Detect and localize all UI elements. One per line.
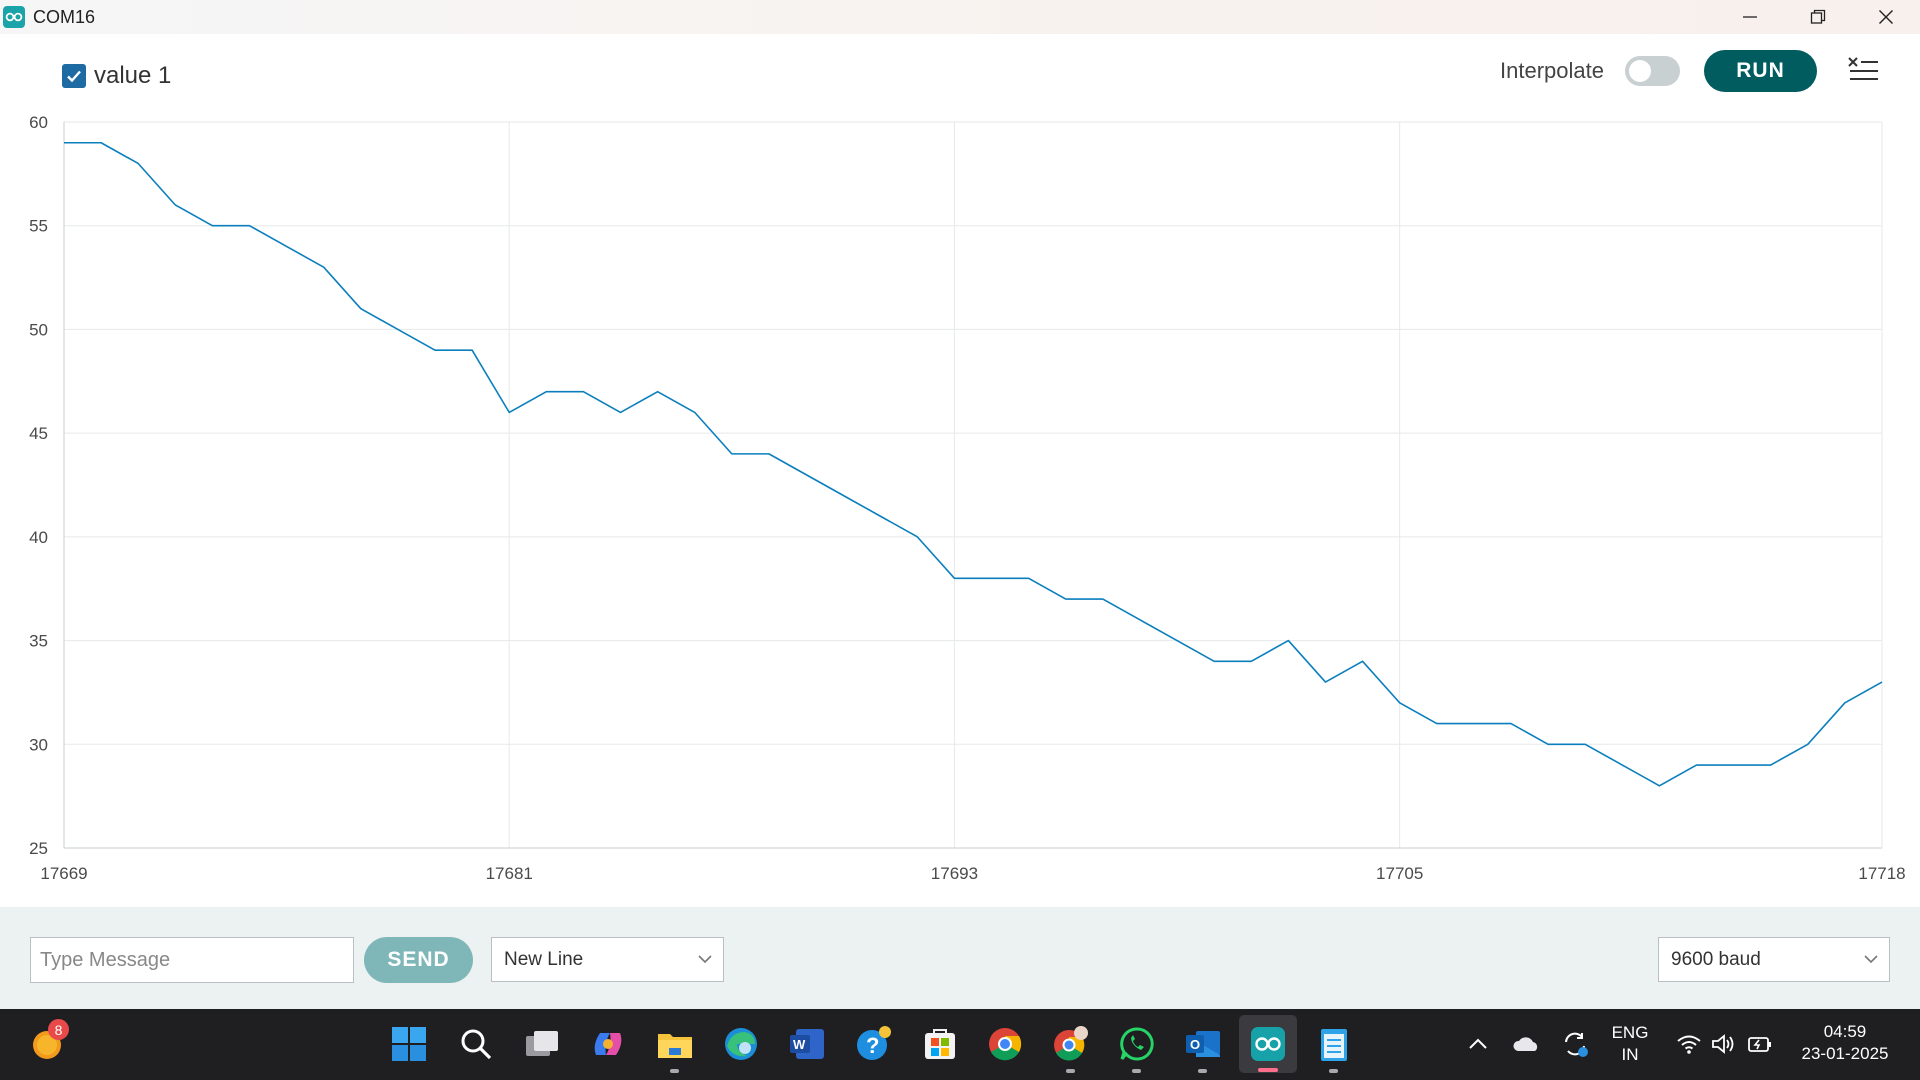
chevron-down-icon [1864,955,1878,964]
y-tick-label: 35 [29,632,48,651]
start-icon[interactable] [388,1023,430,1065]
legend-label: value 1 [94,62,172,89]
battery-icon[interactable] [1745,1029,1775,1059]
y-tick-label: 60 [29,113,48,132]
x-tick-label: 17693 [931,864,978,883]
y-tick-label: 30 [29,735,48,754]
message-bar: SEND New Line 9600 baud [0,907,1920,1009]
running-indicator [1329,1069,1338,1073]
volume-icon[interactable] [1709,1029,1739,1059]
line-chart: 60 55 50 45 40 35 30 25 17669 17681 17693 17705 1771… [29,113,1906,883]
wifi-icon[interactable] [1674,1029,1704,1059]
edge-icon[interactable] [720,1023,762,1065]
title-bar: COM16 [0,0,1920,34]
running-indicator [1198,1069,1207,1073]
language-indicator[interactable]: ENG IN [1605,1022,1655,1066]
whatsapp-icon[interactable] [1116,1023,1158,1073]
arduino-app-icon [3,6,25,28]
x-tick-label: 17705 [1376,864,1423,883]
notification-badge: 8 [48,1019,69,1040]
baud-rate-value: 9600 baud [1671,948,1761,970]
chevron-down-icon [698,955,712,964]
file-explorer-icon[interactable] [654,1023,696,1073]
series-line-value-1 [64,141,1883,787]
task-view-icon[interactable] [521,1023,563,1065]
svg-text:O: O [1190,1037,1200,1052]
chrome-profile-icon[interactable] [1050,1023,1092,1073]
running-indicator [1132,1069,1141,1073]
arduino-icon[interactable] [1239,1015,1297,1073]
close-button[interactable] [1852,0,1920,34]
baud-rate-select[interactable]: 9600 baud [1658,937,1890,982]
active-indicator [1258,1068,1278,1072]
y-tick-label: 55 [29,217,48,236]
plotter-toolbar: value 1 Interpolate RUN [0,34,1920,110]
x-tick-label: 17718 [1858,864,1905,883]
restore-button[interactable] [1784,0,1852,34]
toggle-knob [1629,60,1651,82]
sync-icon[interactable] [1560,1029,1590,1059]
interpolate-toggle[interactable] [1625,56,1680,86]
language-code: ENG [1611,1023,1649,1042]
y-tick-label: 25 [29,839,48,858]
y-tick-label: 50 [29,320,48,339]
run-button[interactable]: RUN [1704,50,1817,92]
search-icon[interactable] [455,1023,497,1065]
store-icon[interactable] [919,1023,961,1065]
window-title: COM16 [33,6,96,27]
plot-area: 60 55 50 45 40 35 30 25 17669 17681 17693 17705 1771… [0,110,1920,907]
word-icon[interactable]: W [786,1023,828,1065]
language-region: IN [1621,1045,1639,1064]
line-ending-value: New Line [504,948,584,970]
check-icon [67,70,81,83]
interpolate-label: Interpolate [1500,58,1604,83]
outlook-icon[interactable]: O [1182,1023,1224,1073]
legend-item-value-1[interactable]: value 1 [62,62,171,90]
clock-date: 23-01-2025 [1801,1044,1889,1063]
window-controls [1716,0,1920,34]
running-indicator [670,1069,679,1073]
x-tick-label: 17681 [486,864,533,883]
chrome-icon[interactable] [984,1023,1026,1065]
clear-button[interactable] [1848,56,1880,86]
chevron-up-icon[interactable] [1463,1029,1493,1059]
message-input[interactable] [30,937,354,983]
y-tick-label: 45 [29,424,48,443]
line-ending-select[interactable]: New Line [491,937,724,982]
windows-taskbar: 8 W ? [0,1009,1920,1080]
restore-icon [1810,9,1826,24]
onedrive-icon[interactable] [1511,1029,1541,1059]
close-icon [1879,10,1893,24]
send-button[interactable]: SEND [364,937,473,983]
notepad-icon[interactable] [1313,1023,1355,1073]
legend-checkbox[interactable] [62,64,86,88]
svg-text:W: W [793,1037,806,1052]
y-tick-label: 40 [29,528,48,547]
running-indicator [1066,1069,1075,1073]
clock-time: 04:59 [1823,1022,1867,1041]
copilot-icon[interactable] [587,1023,629,1065]
minimize-icon [1743,16,1757,18]
clear-plot-icon [1848,57,1878,80]
help-icon[interactable]: ? [853,1023,895,1065]
x-tick-label: 17669 [40,864,87,883]
clock[interactable]: 04:59 23-01-2025 [1790,1021,1900,1065]
svg-text:?: ? [866,1033,879,1058]
minimize-button[interactable] [1716,0,1784,34]
